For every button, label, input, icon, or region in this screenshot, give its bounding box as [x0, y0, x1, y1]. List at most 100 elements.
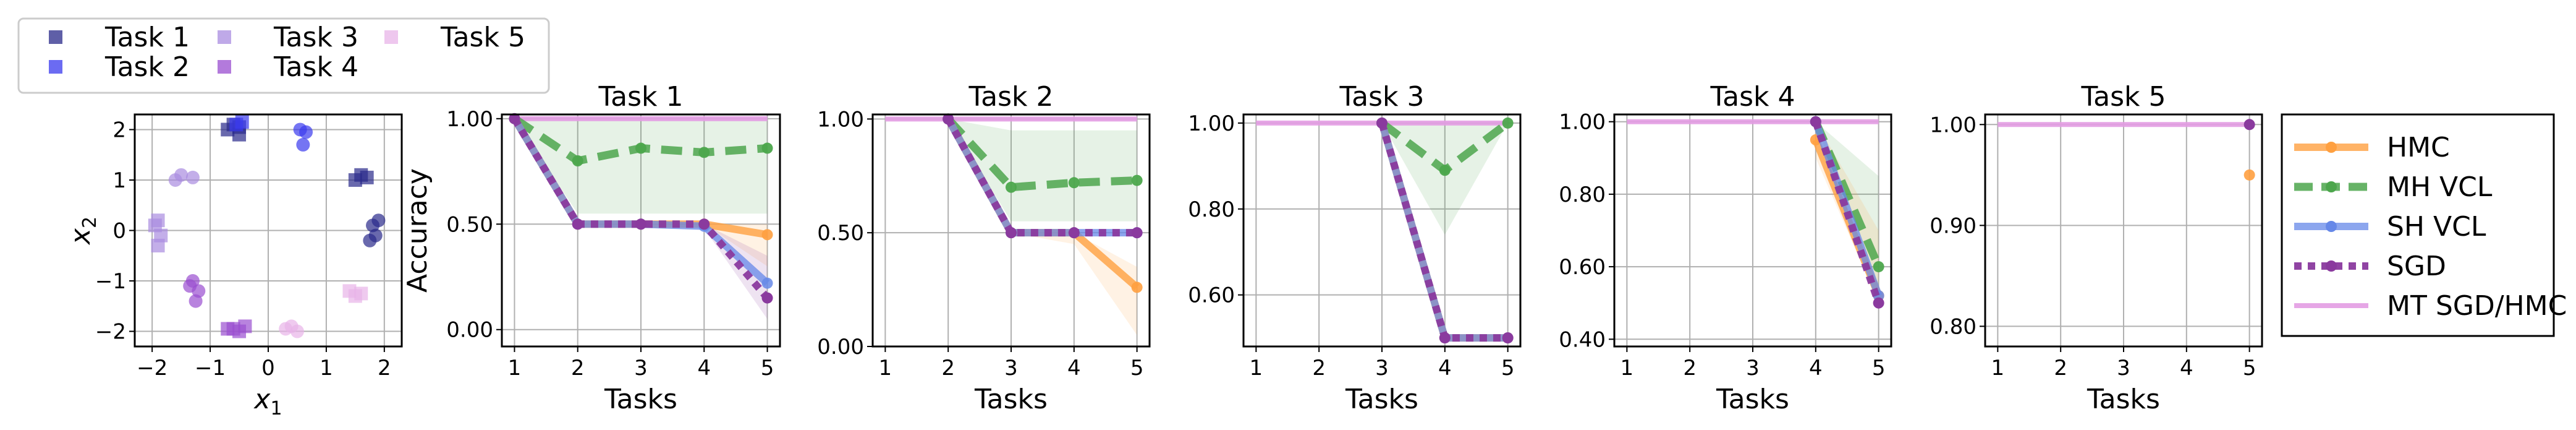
x-tick-label: −1 — [195, 356, 226, 381]
method-legend-entry: HMC — [2294, 132, 2450, 163]
y-tick-label: 0.90 — [1930, 213, 1976, 238]
y-tick-label: 0.50 — [817, 221, 864, 246]
task-5-panel: 1 2 3 4 5 1.00 0.90 0.80 Task 5 Tasks — [1930, 81, 2263, 415]
series-sgd — [943, 113, 1143, 239]
data-legend-marker — [384, 30, 398, 44]
x-axis-label-main: x — [253, 384, 271, 415]
y-tick-label: 0.40 — [1559, 327, 1606, 352]
scatter-point — [371, 213, 386, 228]
x-tick-label: 2 — [1683, 356, 1697, 381]
task-3-panel: 1 2 3 4 5 1.00 0.80 0.60 Task 3 Tasks — [1188, 81, 1522, 415]
y-tick-label: −1 — [95, 269, 126, 294]
data-legend-marker — [49, 30, 62, 44]
data-point — [2243, 119, 2255, 131]
series-mh-vcl — [943, 113, 1143, 193]
scatter-series-2 — [229, 115, 313, 152]
method-legend-label: SH VCL — [2387, 211, 2486, 243]
scatter-series-5 — [279, 284, 368, 338]
x-tick-label: 4 — [2180, 356, 2193, 381]
y-tick-label: 1 — [112, 168, 126, 193]
y-tick-label: 1.00 — [1559, 110, 1606, 135]
data-point — [635, 218, 646, 230]
data-point — [698, 218, 710, 230]
data-point — [698, 147, 710, 158]
axes-frame — [1242, 113, 1522, 348]
method-legend-label: SGD — [2387, 251, 2446, 282]
x-tick-label: 3 — [1746, 356, 1760, 381]
y-tick-label: 0.80 — [1930, 314, 1976, 339]
x-tick-label: 1 — [879, 356, 892, 381]
data-point — [761, 142, 773, 154]
scatter-point — [151, 238, 165, 252]
series-line — [944, 117, 1137, 237]
data-point — [635, 142, 646, 154]
panel-title: Task 2 — [968, 81, 1054, 113]
scatter-point — [360, 170, 374, 184]
method-legend-label: MH VCL — [2387, 171, 2493, 203]
scatter-series-3 — [148, 168, 200, 252]
series-sgd — [509, 113, 773, 304]
y-tick-label: 1.00 — [446, 107, 493, 132]
x-tick-label: 1 — [320, 356, 333, 381]
x-tick-label: 1 — [1621, 356, 1634, 381]
series-sgd — [2243, 119, 2255, 131]
y-tick-label: 0.00 — [817, 335, 864, 359]
x-tick-label: 4 — [1438, 356, 1452, 381]
panel-title: Task 3 — [1339, 81, 1425, 113]
scatter-point — [221, 322, 235, 336]
data-point — [1873, 261, 1884, 273]
x-tick-label: 2 — [1312, 356, 1326, 381]
y-tick-label: −2 — [95, 320, 126, 345]
axes-frame — [871, 113, 1151, 348]
x-tick-label: 2 — [378, 356, 391, 381]
data-legend-label: Task 3 — [273, 22, 358, 53]
x-axis-label: Tasks — [604, 384, 677, 415]
data-legend-entry: Task 4 — [218, 51, 358, 83]
y-tick-label: 0.80 — [1559, 183, 1606, 207]
data-point — [1131, 282, 1143, 293]
data-point — [1439, 165, 1451, 176]
x-tick-label: 2 — [571, 356, 585, 381]
scatter-point — [189, 294, 203, 308]
panel-title: Task 4 — [1710, 81, 1795, 113]
method-legend-marker — [2326, 221, 2337, 232]
y-tick-label: 0.50 — [446, 212, 493, 237]
x-tick-label: 3 — [1375, 356, 1389, 381]
series-mh-vcl — [509, 113, 773, 166]
y-axis-label-subscript: 2 — [79, 217, 101, 228]
data-point — [1006, 181, 1017, 193]
x-tick-label: 3 — [2117, 356, 2130, 381]
x-axis-label-subscript: 1 — [270, 398, 282, 419]
scatter-point — [363, 233, 377, 247]
x-tick-label: 4 — [1067, 356, 1081, 381]
x-tick-label: 0 — [261, 356, 275, 381]
scatter-point — [174, 168, 189, 182]
data-point — [1810, 116, 1821, 127]
x-tick-label: 5 — [1501, 356, 1515, 381]
method-legend-entry: MT SGD/HMC — [2294, 290, 2567, 322]
data-point — [1502, 117, 1514, 129]
x-tick-label: 5 — [1872, 356, 1886, 381]
panel-title: Task 1 — [598, 81, 684, 113]
method-legend-label: HMC — [2387, 132, 2450, 163]
series-line — [945, 116, 1137, 192]
data-point — [1873, 297, 1884, 309]
axes-frame — [133, 113, 403, 348]
method-legend: HMC MH VCL SH VCL SGD MT SGD/HMC — [2281, 113, 2567, 337]
data-point — [1376, 117, 1388, 129]
data-legend-marker — [49, 60, 62, 74]
task-4-panel: 1 2 3 4 5 1.00 0.80 0.60 0.40 Task 4 Tasks — [1559, 81, 1892, 415]
data-point — [1068, 227, 1080, 239]
method-legend-items: HMC MH VCL SH VCL SGD MT SGD/HMC — [2294, 132, 2567, 322]
axes-frame — [1613, 113, 1892, 348]
x-axis-label: x1 — [253, 384, 282, 419]
y-tick-label: 0 — [112, 219, 126, 244]
x-tick-label: 1 — [1250, 356, 1263, 381]
method-legend-entry: SGD — [2294, 251, 2446, 282]
x-tick-label: 3 — [1004, 356, 1018, 381]
x-tick-label: 1 — [508, 356, 522, 381]
scatter-point — [229, 118, 244, 132]
data-point — [572, 218, 583, 230]
